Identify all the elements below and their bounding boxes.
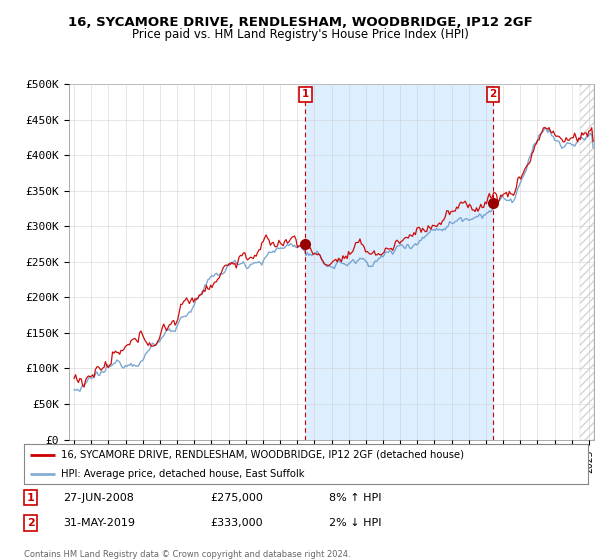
Text: 31-MAY-2019: 31-MAY-2019: [64, 518, 136, 528]
Text: HPI: Average price, detached house, East Suffolk: HPI: Average price, detached house, East…: [61, 469, 304, 479]
Text: 27-JUN-2008: 27-JUN-2008: [64, 493, 134, 503]
Text: 2: 2: [490, 90, 497, 99]
Text: 16, SYCAMORE DRIVE, RENDLESHAM, WOODBRIDGE, IP12 2GF: 16, SYCAMORE DRIVE, RENDLESHAM, WOODBRID…: [68, 16, 532, 29]
Bar: [580, 84, 594, 440]
Text: 2: 2: [27, 518, 35, 528]
Text: 1: 1: [27, 493, 35, 503]
Text: 16, SYCAMORE DRIVE, RENDLESHAM, WOODBRIDGE, IP12 2GF (detached house): 16, SYCAMORE DRIVE, RENDLESHAM, WOODBRID…: [61, 450, 464, 460]
Bar: [580, 84, 594, 440]
Text: 2% ↓ HPI: 2% ↓ HPI: [329, 518, 381, 528]
Bar: [305, 84, 493, 440]
Text: Price paid vs. HM Land Registry's House Price Index (HPI): Price paid vs. HM Land Registry's House …: [131, 28, 469, 41]
Text: £333,000: £333,000: [210, 518, 263, 528]
Text: 1: 1: [302, 90, 309, 99]
Text: Contains HM Land Registry data © Crown copyright and database right 2024.
This d: Contains HM Land Registry data © Crown c…: [24, 550, 350, 560]
Text: 8% ↑ HPI: 8% ↑ HPI: [329, 493, 381, 503]
Text: £275,000: £275,000: [210, 493, 263, 503]
